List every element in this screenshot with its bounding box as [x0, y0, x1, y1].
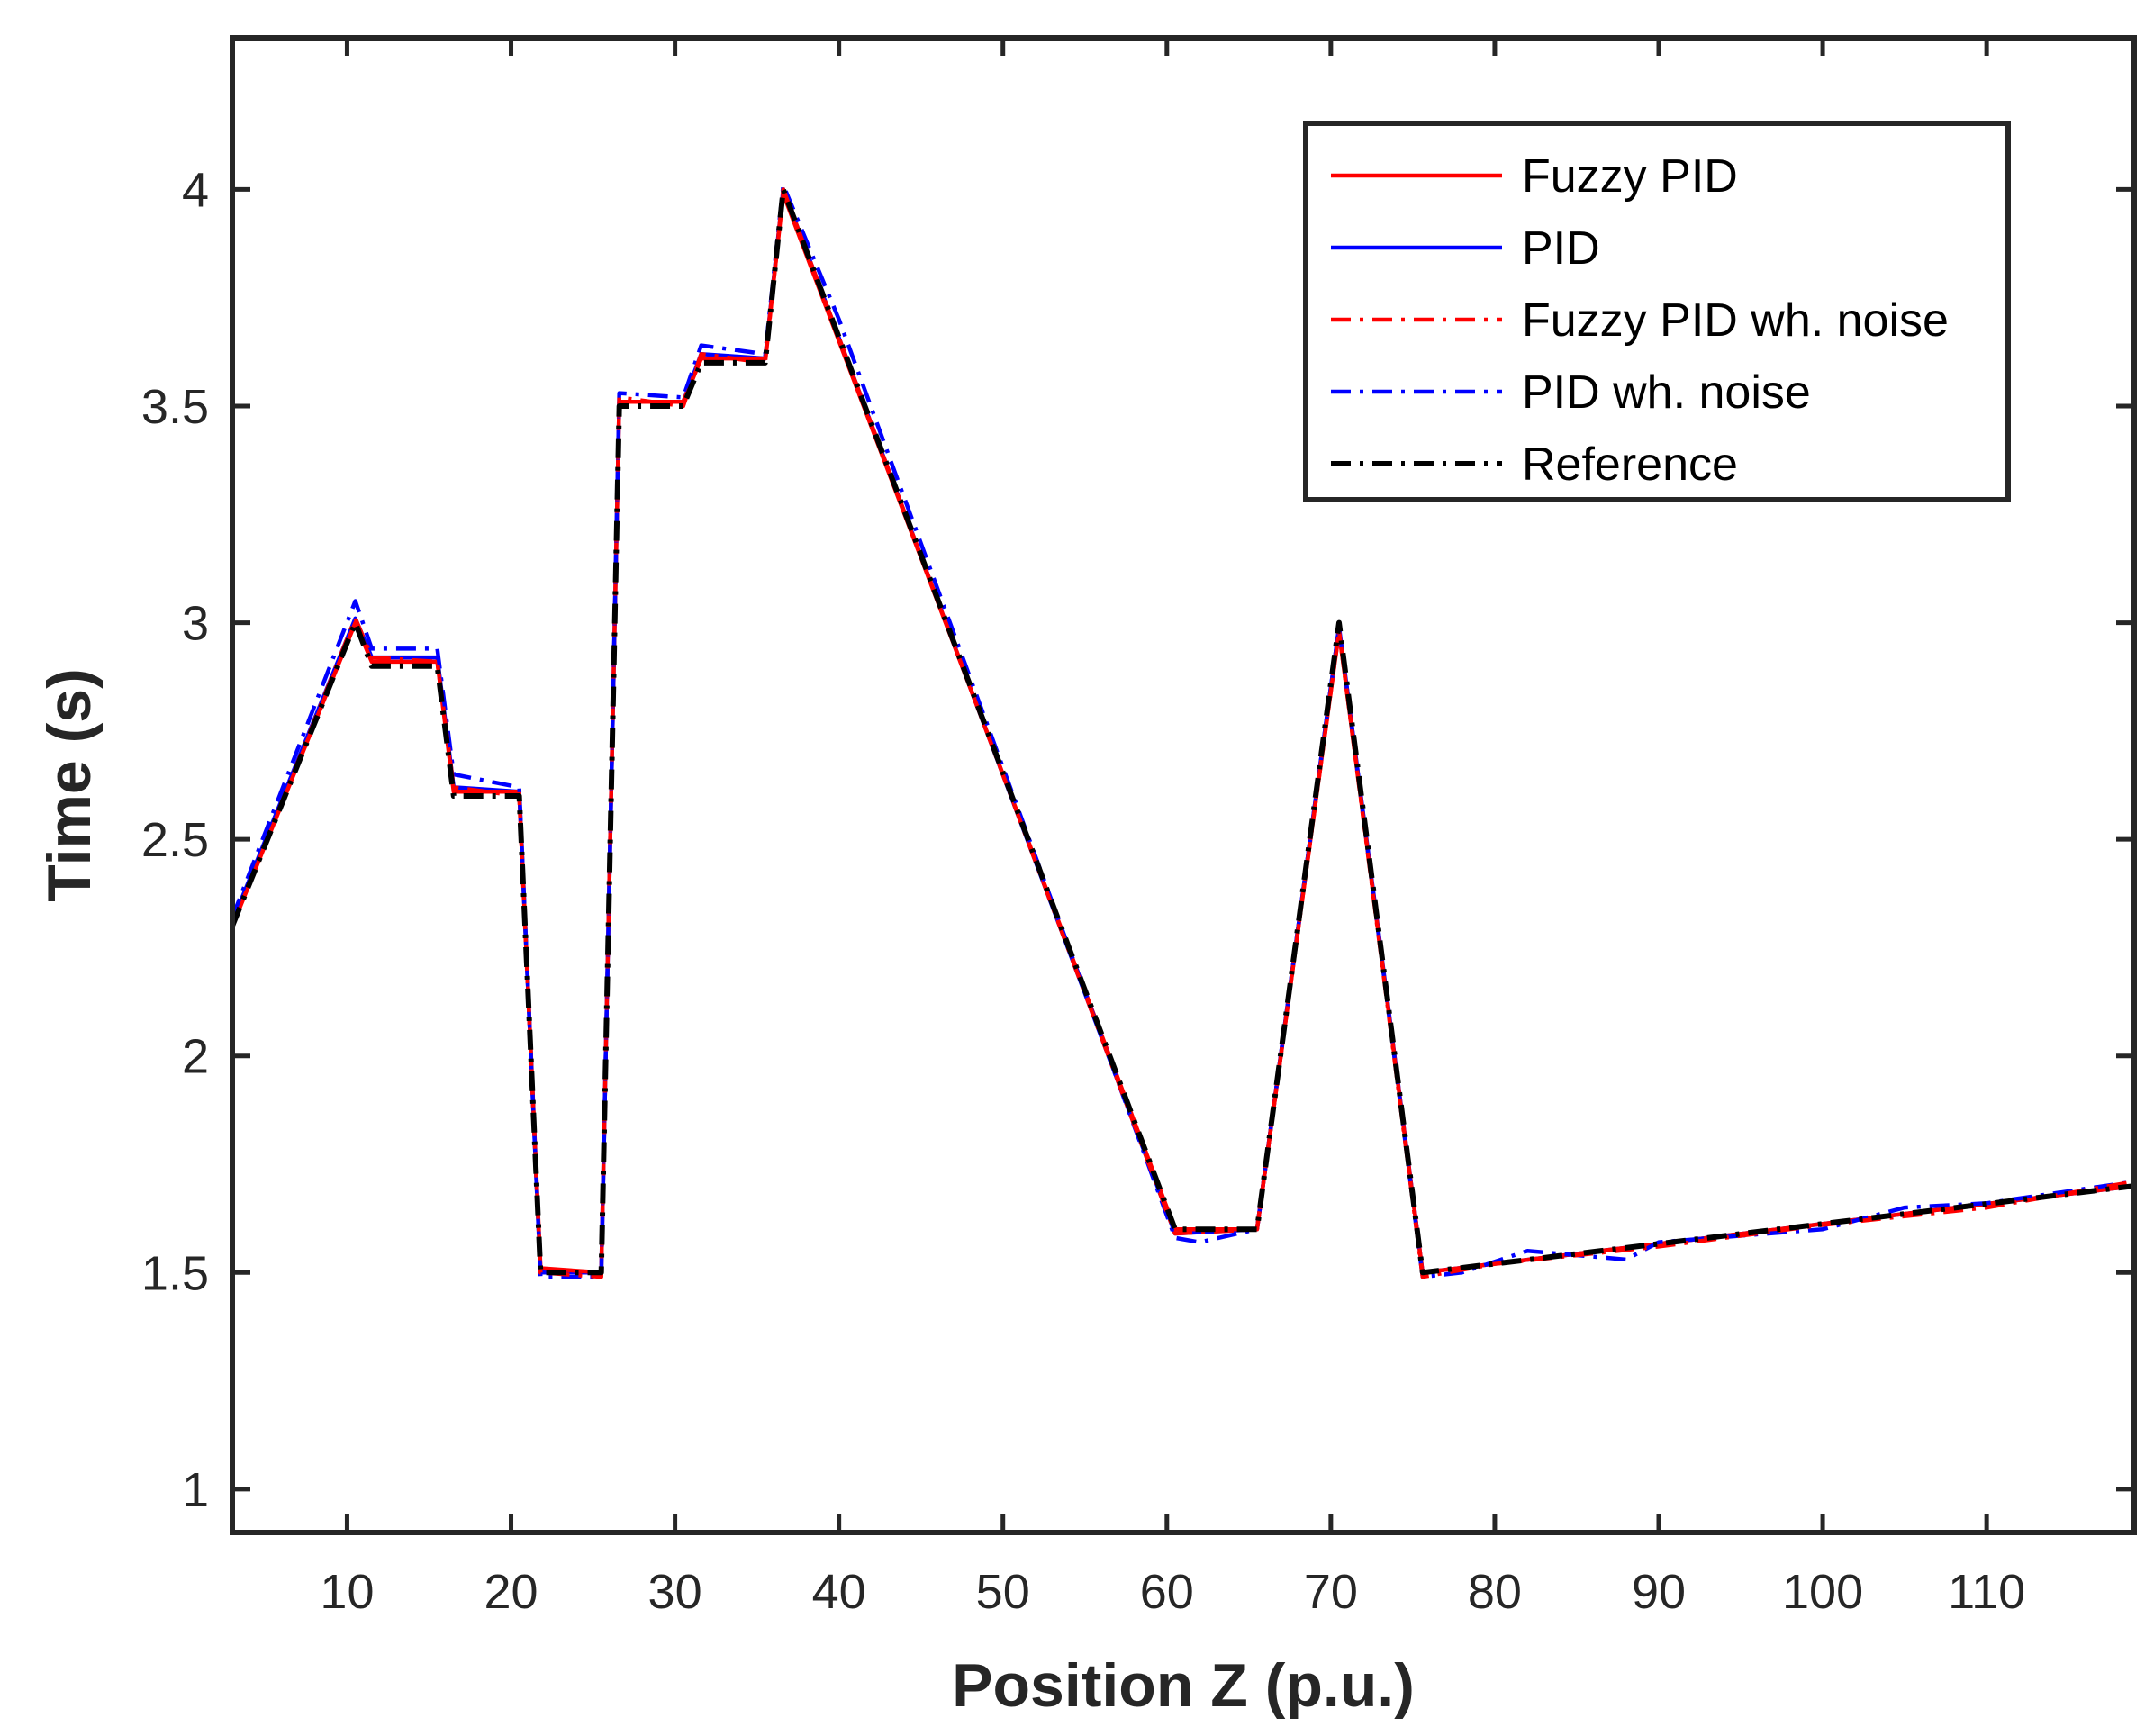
y-tick-label: 2	[182, 1030, 209, 1084]
x-tick-label: 90	[1632, 1565, 1686, 1619]
legend: Fuzzy PID PID Fuzzy PID wh. noise PID wh. n…	[1303, 121, 2011, 502]
x-tick-label: 50	[976, 1565, 1030, 1619]
x-tick-label: 10	[320, 1565, 374, 1619]
y-tick-label: 3.5	[141, 380, 209, 434]
series-layer	[232, 183, 2134, 1279]
series-line-3	[232, 183, 2134, 1279]
y-tick-labels: 1 1.5 2 2.5 3 3.5 4	[141, 163, 209, 1516]
x-tick-label: 30	[648, 1565, 702, 1619]
legend-label: Reference	[1522, 439, 1738, 491]
legend-label: Fuzzy PID	[1522, 150, 1738, 203]
y-tick-label: 2.5	[141, 813, 209, 867]
x-tick-label: 70	[1304, 1565, 1358, 1619]
y-axis-title: Time (s)	[35, 668, 104, 901]
y-tick-label: 3	[182, 597, 209, 651]
series-line-4	[232, 186, 2134, 1276]
x-tick-label: 80	[1468, 1565, 1522, 1619]
x-tick-labels: 10 20 30 40 50 60 70 80 90 100 110	[320, 1565, 2025, 1619]
legend-box	[1303, 121, 2011, 502]
x-tick-label: 40	[812, 1565, 866, 1619]
x-tick-label: 100	[1782, 1565, 1863, 1619]
legend-label: Fuzzy PID wh. noise	[1522, 294, 1949, 347]
plot-frame	[230, 35, 2137, 1535]
tick-layer	[232, 38, 2134, 1533]
x-tick-label: 20	[484, 1565, 538, 1619]
x-tick-label: 110	[1948, 1565, 2025, 1619]
x-axis-title: Position Z (p.u.)	[952, 1651, 1415, 1720]
legend-label: PID	[1522, 222, 1600, 275]
y-tick-label: 4	[182, 163, 209, 217]
y-tick-label: 1	[182, 1463, 209, 1517]
legend-label: PID wh. noise	[1522, 366, 1811, 419]
y-tick-label: 1.5	[141, 1246, 209, 1300]
x-tick-label: 60	[1140, 1565, 1194, 1619]
